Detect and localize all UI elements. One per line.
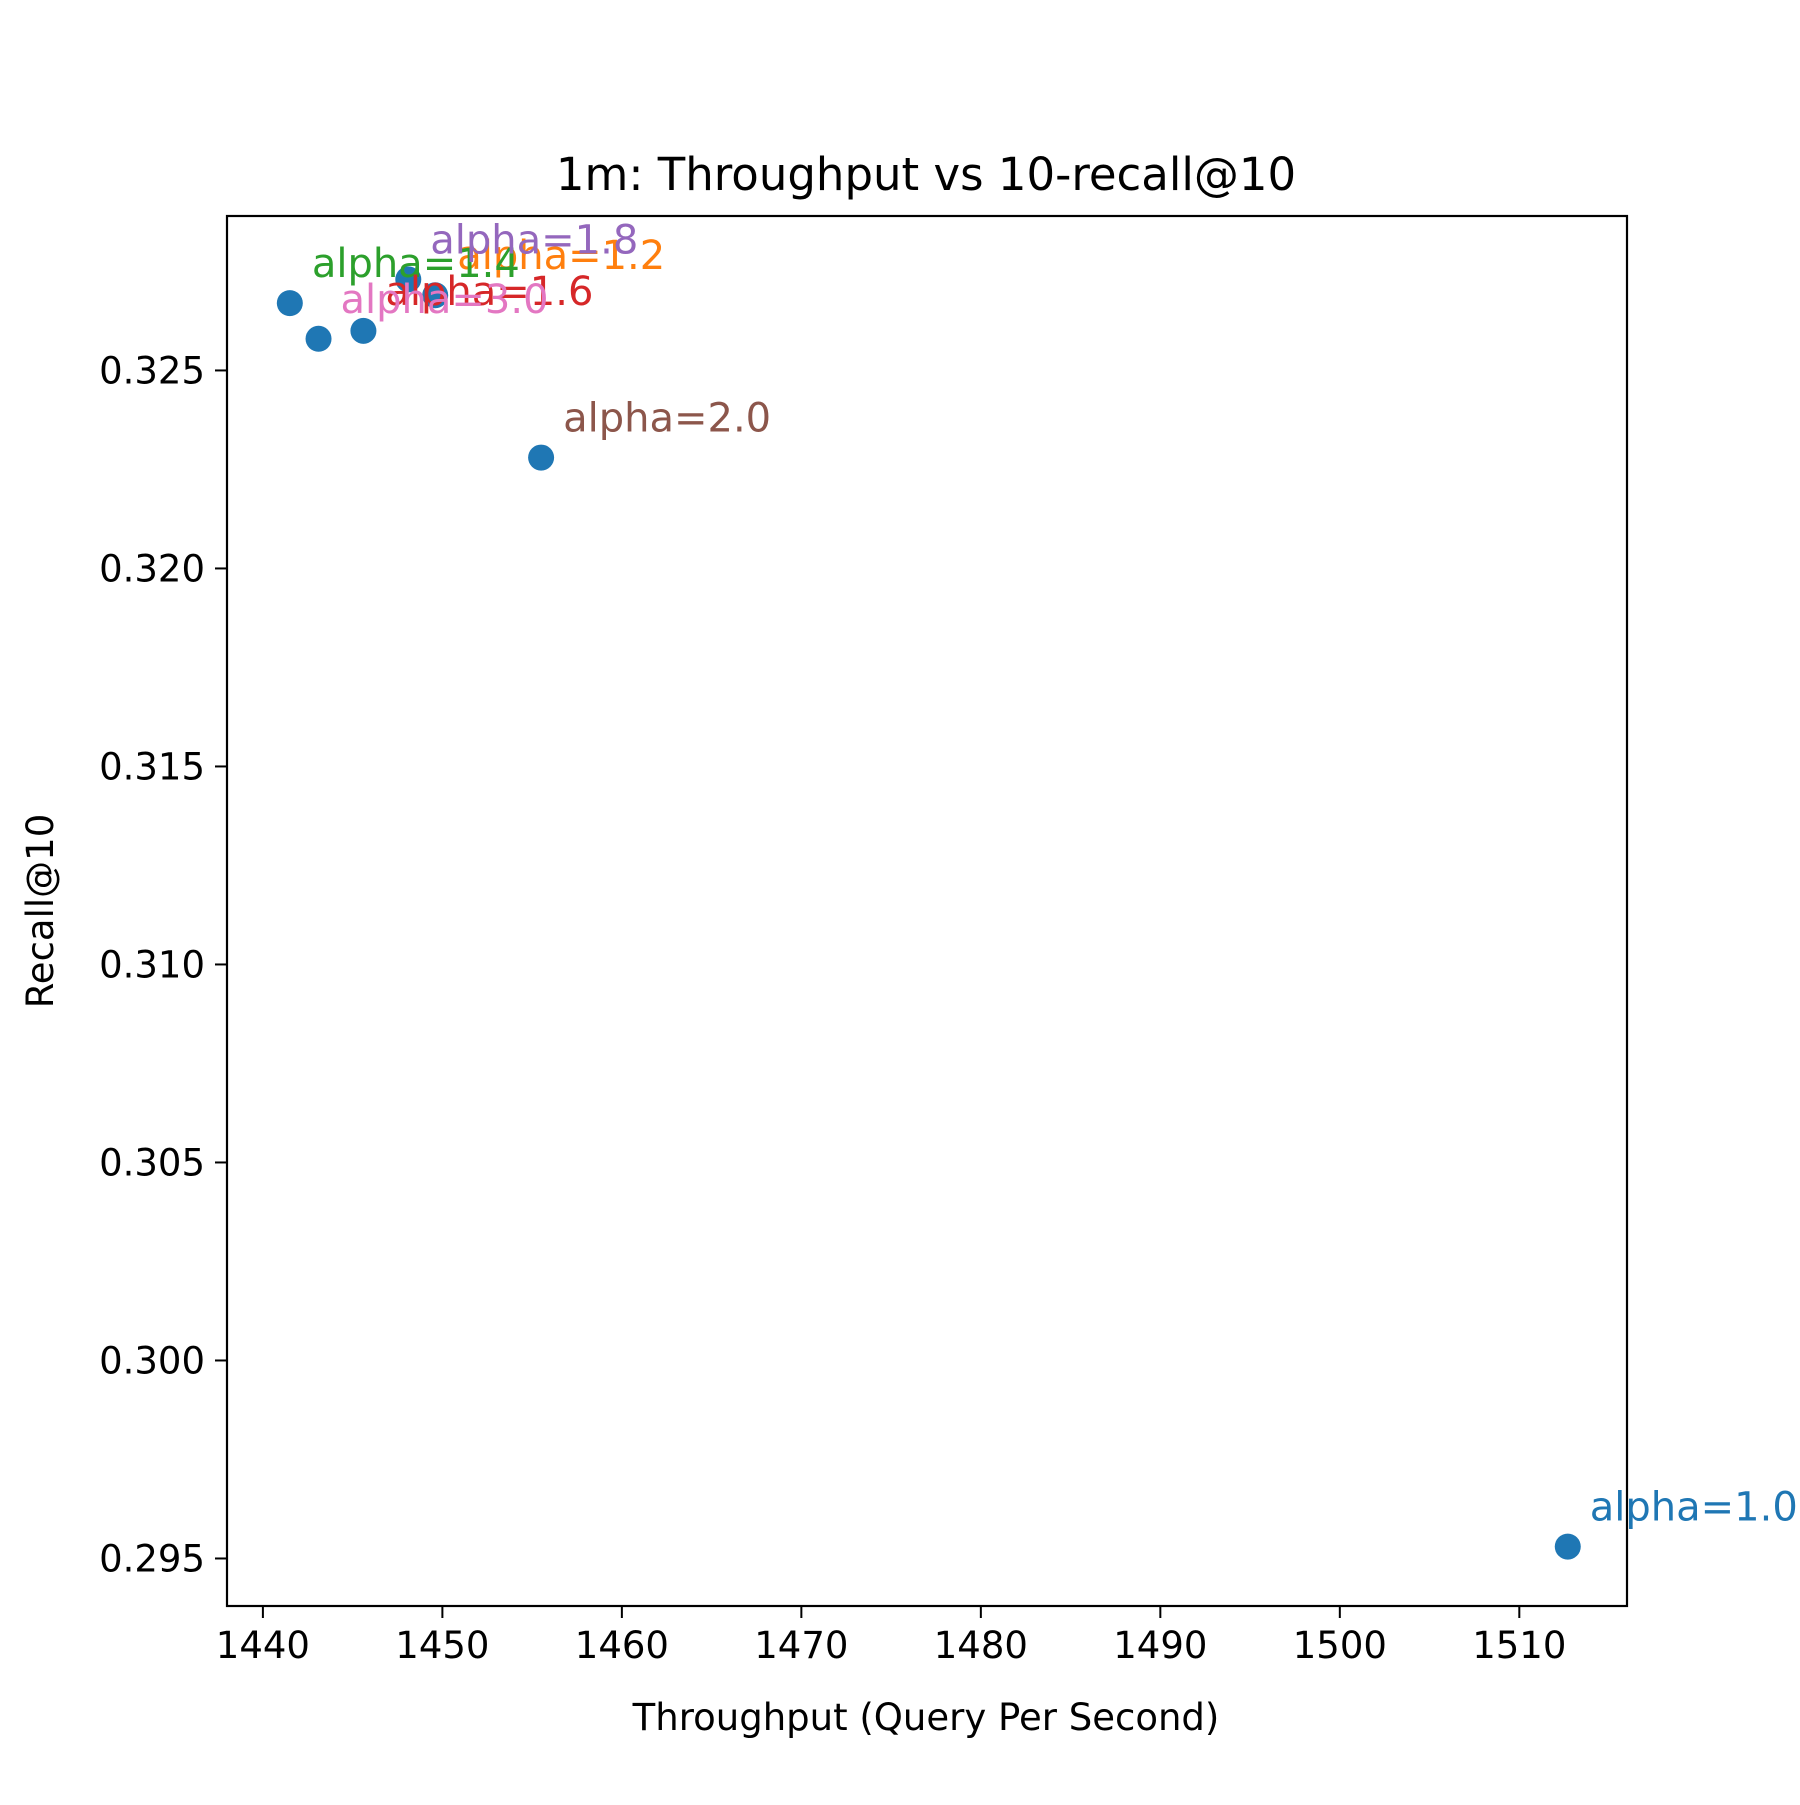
- data-point: [305, 325, 332, 352]
- data-point-label: alpha=3.0: [341, 277, 549, 323]
- x-tick-label: 1470: [754, 1624, 848, 1667]
- x-tick-label: 1490: [1113, 1624, 1207, 1667]
- y-axis-title: Recall@10: [19, 814, 62, 1008]
- data-point-label: alpha=1.0: [1590, 1485, 1798, 1531]
- data-point: [1554, 1533, 1581, 1560]
- data-point: [422, 282, 449, 309]
- data-point-label: alpha=1.8: [430, 217, 638, 263]
- data-point: [528, 444, 555, 471]
- x-tick-label: 1480: [934, 1624, 1028, 1667]
- data-point-label: alpha=2.0: [563, 396, 771, 442]
- data-point-label: alpha=1.2: [457, 233, 665, 279]
- data-point: [395, 266, 422, 293]
- y-tick-label: 0.325: [99, 349, 205, 392]
- x-tick-label: 1500: [1293, 1624, 1387, 1667]
- y-tick-label: 0.305: [99, 1141, 205, 1184]
- data-point: [350, 317, 377, 344]
- x-axis-title: Throughput (Query Per Second): [632, 1696, 1220, 1739]
- y-tick-label: 0.310: [99, 943, 205, 986]
- x-tick-label: 1460: [575, 1624, 669, 1667]
- x-tick-label: 1510: [1472, 1624, 1566, 1667]
- y-tick-label: 0.320: [99, 547, 205, 590]
- y-tick-label: 0.315: [99, 745, 205, 788]
- y-tick-label: 0.300: [99, 1339, 205, 1382]
- plot-frame: [225, 214, 1629, 1608]
- data-point-label: alpha=1.6: [385, 269, 593, 315]
- data-point-label: alpha=1.4: [312, 241, 520, 287]
- chart-title: 1m: Throughput vs 10-recall@10: [556, 148, 1296, 201]
- y-tick-label: 0.295: [99, 1537, 205, 1580]
- x-tick-label: 1440: [216, 1624, 310, 1667]
- x-tick-label: 1450: [395, 1624, 489, 1667]
- data-point: [276, 290, 303, 317]
